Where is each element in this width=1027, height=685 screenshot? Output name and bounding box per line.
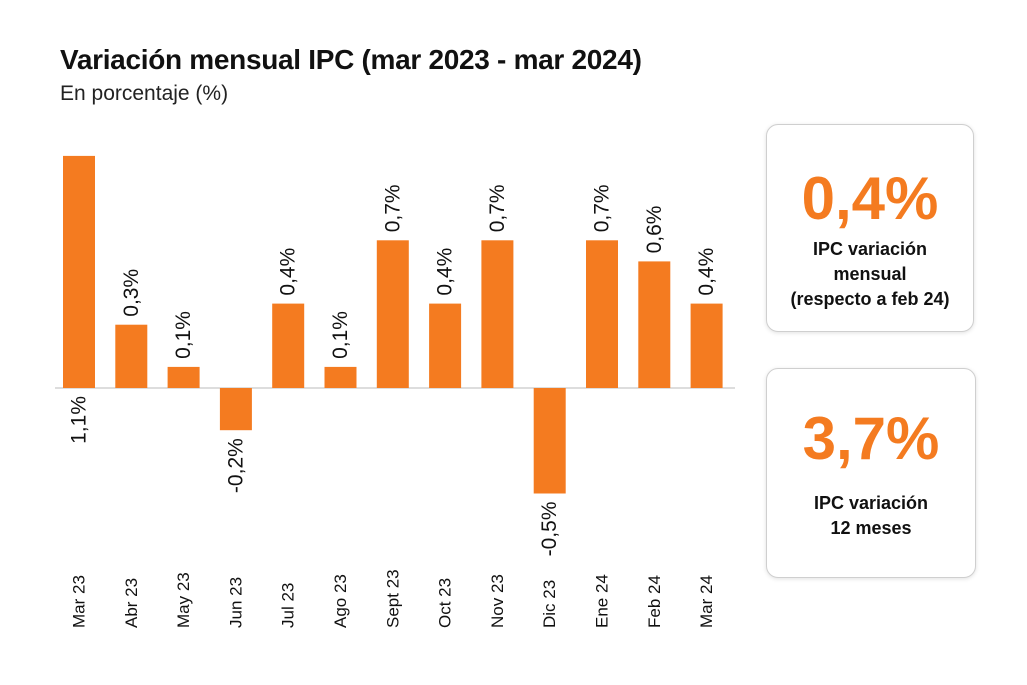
- yearly-ipc-value: 3,7%: [802, 405, 940, 472]
- bar-0: [63, 155, 95, 388]
- data-label-4: 0,4%: [277, 248, 300, 296]
- monthly-ipc-value: 0,4%: [801, 165, 939, 232]
- data-label-2: 0,1%: [172, 311, 195, 359]
- bar-2: [167, 366, 200, 388]
- bar-4: [272, 303, 305, 388]
- category-label-8: Nov 23: [488, 574, 507, 628]
- category-label-4: Jul 23: [279, 583, 298, 628]
- bar-1: [115, 324, 148, 388]
- yearly-ipc-label-line2: 12 meses: [830, 518, 912, 539]
- data-label-7: 0,4%: [434, 248, 457, 296]
- category-label-0: Mar 23: [70, 575, 89, 628]
- bar-10: [586, 240, 618, 388]
- bar-11: [638, 261, 671, 388]
- category-label-1: Abr 23: [122, 578, 141, 628]
- monthly-ipc-card: 0,4% IPC variación mensual (respecto a f…: [766, 124, 974, 332]
- monthly-ipc-label-line3: (respecto a feb 24): [790, 289, 950, 310]
- bar-8: [481, 240, 514, 388]
- bar-9: [533, 388, 566, 494]
- category-label-10: Ene 24: [593, 574, 612, 628]
- yearly-ipc-label-line1: IPC variación: [813, 493, 929, 513]
- data-label-9: -0,5%: [538, 502, 561, 557]
- category-label-11: Feb 24: [645, 575, 664, 628]
- bar-12: [690, 303, 723, 388]
- chart-title: Variación mensual IPC (mar 2023 - mar 20…: [60, 44, 642, 75]
- category-label-6: Sept 23: [383, 569, 402, 628]
- category-label-12: Mar 24: [697, 575, 716, 628]
- bar-3: [219, 388, 252, 431]
- data-label-3: -0,2%: [224, 438, 247, 493]
- data-label-5: 0,1%: [329, 311, 352, 359]
- chart-subtitle: En porcentaje (%): [60, 82, 229, 105]
- bar-6: [376, 240, 409, 388]
- data-label-6: 0,7%: [381, 184, 404, 232]
- data-label-0: 1,1%: [68, 396, 91, 444]
- data-label-10: 0,7%: [591, 184, 614, 232]
- bar-5: [324, 366, 357, 388]
- category-label-3: Jun 23: [226, 577, 245, 628]
- data-label-11: 0,6%: [643, 206, 666, 254]
- category-label-2: May 23: [174, 572, 193, 628]
- category-label-5: Ago 23: [331, 574, 350, 628]
- bar-chart: 1,1% Mar 23 0,3% Abr 23 0,1% May 23 -0,2% Jun 2…: [55, 155, 735, 628]
- monthly-ipc-label-line1: IPC variación: [812, 239, 928, 259]
- bar-7: [429, 303, 462, 388]
- data-label-12: 0,4%: [695, 248, 718, 296]
- yearly-ipc-card: 3,7% IPC variación 12 meses: [766, 368, 976, 578]
- data-label-1: 0,3%: [120, 269, 143, 317]
- category-label-7: Oct 23: [436, 578, 455, 628]
- category-label-9: Dic 23: [540, 580, 559, 628]
- data-label-8: 0,7%: [486, 184, 509, 232]
- monthly-ipc-label-line2: mensual: [833, 264, 907, 285]
